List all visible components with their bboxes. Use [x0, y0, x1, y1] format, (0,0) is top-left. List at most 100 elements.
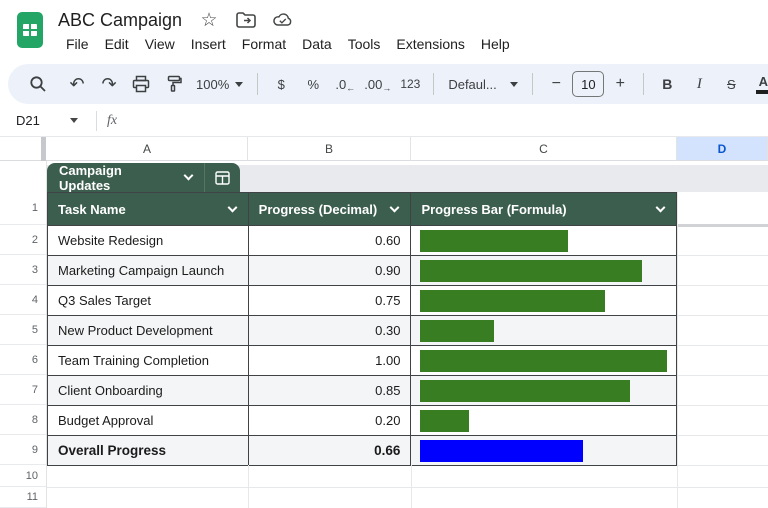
redo-icon[interactable]: ↷: [101, 73, 117, 94]
divider: [41, 137, 46, 161]
chevron-down-icon[interactable]: [389, 202, 400, 213]
menu-extensions[interactable]: Extensions: [396, 36, 465, 52]
row-header-3[interactable]: 3: [0, 255, 46, 285]
font-size-input[interactable]: 10: [572, 71, 605, 97]
row-header-1[interactable]: 1: [0, 192, 46, 225]
font-select[interactable]: Defaul...: [444, 70, 522, 98]
header-cell-task-name[interactable]: Task Name: [48, 193, 249, 226]
divider: [532, 73, 534, 95]
task-cell[interactable]: Client Onboarding: [48, 376, 249, 406]
star-icon[interactable]: ☆: [200, 9, 218, 31]
progress-value-cell[interactable]: 0.75: [248, 286, 412, 316]
table-name-chip[interactable]: Campaign Updates: [47, 163, 240, 193]
progress-value-cell[interactable]: 1.00: [248, 346, 412, 376]
increase-decimal-button[interactable]: .00 →: [364, 76, 392, 93]
progress-bar-cell[interactable]: [411, 346, 678, 376]
number-format-button[interactable]: 123: [400, 77, 421, 91]
strikethrough-button[interactable]: S: [726, 76, 736, 92]
task-cell[interactable]: Team Training Completion: [48, 346, 249, 376]
progress-value-cell[interactable]: 0.66: [248, 436, 412, 466]
header-cell-progress-bar[interactable]: Progress Bar (Formula): [411, 193, 677, 226]
name-box[interactable]: D21: [0, 113, 90, 128]
text-color-button[interactable]: A: [750, 70, 768, 98]
sheets-logo-icon[interactable]: [16, 11, 44, 49]
progress-bar-cell[interactable]: [411, 256, 678, 286]
menu-edit[interactable]: Edit: [104, 36, 129, 52]
header-cell-progress-decimal[interactable]: Progress (Decimal): [248, 193, 412, 226]
increase-font-size-button[interactable]: +: [615, 75, 625, 92]
table-row: Q3 Sales Target 0.75: [48, 286, 678, 316]
menu-format[interactable]: Format: [241, 36, 287, 52]
undo-icon[interactable]: ↶: [69, 73, 85, 94]
gridline: [678, 345, 768, 346]
progress-value-cell[interactable]: 0.60: [248, 226, 412, 256]
document-title[interactable]: ABC Campaign: [58, 9, 183, 30]
table-icon[interactable]: [205, 170, 240, 185]
menu-insert[interactable]: Insert: [190, 36, 226, 52]
cloud-check-icon[interactable]: [273, 10, 293, 30]
progress-bar-cell[interactable]: [411, 286, 678, 316]
row-header-8[interactable]: 8: [0, 405, 46, 435]
progress-value-cell[interactable]: 0.20: [248, 406, 412, 436]
folder-move-icon[interactable]: [236, 10, 256, 30]
column-header-b[interactable]: B: [248, 137, 411, 161]
divider: [204, 163, 206, 192]
format-currency-button[interactable]: $: [277, 76, 285, 92]
search-icon[interactable]: [25, 70, 51, 98]
progress-bar-cell[interactable]: [411, 406, 678, 436]
progress-bar-cell[interactable]: [411, 226, 678, 256]
menu-view[interactable]: View: [144, 36, 175, 52]
zoom-select[interactable]: 100%: [192, 70, 247, 98]
chevron-down-icon: [69, 118, 78, 123]
bold-button[interactable]: B: [662, 76, 673, 92]
progress-bar-cell[interactable]: [411, 316, 678, 346]
format-percent-button[interactable]: %: [307, 76, 320, 92]
progress-bar-cell[interactable]: [411, 436, 678, 466]
column-header-c[interactable]: C: [411, 137, 677, 161]
row-header-10[interactable]: 10: [0, 465, 46, 487]
row-header-7[interactable]: 7: [0, 375, 46, 405]
task-cell[interactable]: New Product Development: [48, 316, 249, 346]
row-header-9[interactable]: 9: [0, 435, 46, 465]
row-header-11[interactable]: 11: [0, 487, 46, 508]
menu-file[interactable]: File: [66, 36, 89, 52]
chevron-down-icon[interactable]: [655, 202, 666, 213]
row-header-4[interactable]: 4: [0, 285, 46, 315]
divider: [257, 73, 259, 95]
row-header-6[interactable]: 6: [0, 345, 46, 375]
header-label: Progress (Decimal): [258, 201, 378, 217]
progress-value-cell[interactable]: 0.30: [248, 316, 412, 346]
select-all-corner[interactable]: [0, 137, 47, 161]
table-row: Team Training Completion 1.00: [48, 346, 678, 376]
task-cell[interactable]: Budget Approval: [48, 406, 249, 436]
gridline: [678, 285, 768, 286]
paint-format-icon[interactable]: [160, 70, 186, 98]
column-header-d[interactable]: D: [677, 137, 768, 161]
chevron-down-icon: [235, 81, 244, 87]
progress-bar: [420, 319, 495, 342]
gridline: [47, 487, 768, 488]
task-cell[interactable]: Q3 Sales Target: [48, 286, 249, 316]
progress-value-cell[interactable]: 0.85: [248, 376, 412, 406]
gridline: [46, 161, 47, 508]
fx-icon: fx: [107, 112, 118, 128]
progress-value-cell[interactable]: 0.90: [248, 256, 412, 286]
menu-help[interactable]: Help: [480, 36, 510, 52]
decrease-decimal-button[interactable]: .0 ←: [335, 76, 356, 93]
task-cell[interactable]: Overall Progress: [48, 436, 249, 466]
column-header-a[interactable]: A: [47, 137, 248, 161]
chevron-down-icon: [510, 81, 519, 87]
task-cell[interactable]: Website Redesign: [48, 226, 249, 256]
menu-data[interactable]: Data: [302, 36, 332, 52]
task-cell[interactable]: Marketing Campaign Launch: [48, 256, 249, 286]
decrease-font-size-button[interactable]: −: [551, 75, 561, 92]
row-header-2[interactable]: 2: [0, 225, 46, 255]
chevron-down-icon[interactable]: [227, 202, 238, 213]
progress-bar: [420, 259, 643, 282]
progress-bar-cell[interactable]: [411, 376, 678, 406]
row-header-5[interactable]: 5: [0, 315, 46, 345]
gridline: [678, 224, 768, 227]
print-icon[interactable]: [128, 70, 154, 98]
menu-tools[interactable]: Tools: [347, 36, 381, 52]
italic-button[interactable]: I: [696, 75, 702, 92]
